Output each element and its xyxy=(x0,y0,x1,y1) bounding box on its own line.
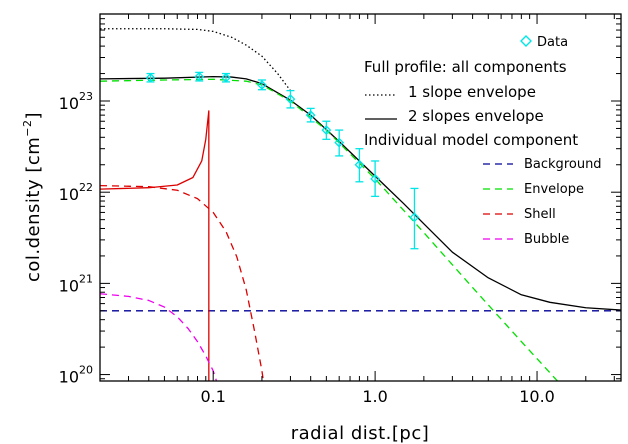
data-point xyxy=(221,72,231,83)
y-tick-label: 1023 xyxy=(59,90,93,113)
legend-one-slope-label: 1 slope envelope xyxy=(408,83,536,101)
envelope-curve xyxy=(100,78,559,381)
data-point xyxy=(305,110,316,121)
y-tick-label: 1020 xyxy=(59,364,93,387)
plot-frame xyxy=(99,13,622,382)
legend-full-profile-header: Full profile: all components xyxy=(364,58,567,76)
data-point xyxy=(334,137,345,148)
shell-model-peak-curve xyxy=(100,110,210,381)
data-point xyxy=(321,125,332,135)
data-point xyxy=(145,72,156,83)
data-point xyxy=(354,159,365,170)
x-axis-label: radial dist.[pc] xyxy=(291,423,430,444)
legend-shell-label: Shell xyxy=(524,207,556,222)
axis-tick-labels: 0.1 1.0 10.0 1020 1021 1022 1023 xyxy=(59,90,555,406)
legend: Data Full profile: all components 1 slop… xyxy=(364,35,602,247)
x-tick-label: 1.0 xyxy=(362,387,387,406)
bubble-curve xyxy=(100,293,218,381)
x-tick-label: 10.0 xyxy=(519,387,555,406)
data-point xyxy=(194,71,205,82)
data-point xyxy=(257,80,267,90)
axis-ticks xyxy=(99,14,621,381)
x-tick-label: 0.1 xyxy=(200,387,225,406)
shell-curve xyxy=(100,184,265,381)
legend-envelope-label: Envelope xyxy=(524,182,584,197)
legend-data-label: Data xyxy=(537,35,568,50)
legend-data-marker xyxy=(520,35,532,47)
legend-two-slope-label: 2 slopes envelope xyxy=(408,107,544,125)
1-slope-envelope-curve xyxy=(100,28,291,92)
data-point xyxy=(370,173,381,184)
legend-background-label: Background xyxy=(524,157,602,172)
y-tick-label: 1022 xyxy=(59,181,93,204)
y-tick-label: 1021 xyxy=(59,272,93,295)
legend-components-header: Individual model component xyxy=(364,131,578,149)
y-axis-label: col.density [cm−2] xyxy=(21,112,44,282)
data-point xyxy=(285,94,296,104)
data-points xyxy=(145,71,420,250)
legend-bubble-label: Bubble xyxy=(524,232,569,247)
data-point xyxy=(409,212,420,223)
